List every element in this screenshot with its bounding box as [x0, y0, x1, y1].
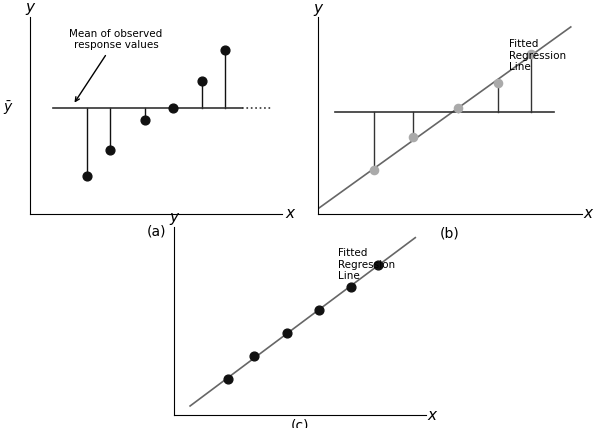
Text: Fitted
Regression
Line: Fitted Regression Line	[338, 248, 395, 281]
Point	[220, 47, 230, 54]
Text: x: x	[583, 206, 592, 222]
Text: x: x	[285, 206, 294, 222]
Point	[370, 167, 379, 174]
Point	[140, 117, 149, 124]
Point	[282, 330, 292, 337]
Point	[493, 79, 503, 86]
Point	[223, 376, 232, 383]
Point	[106, 147, 115, 154]
Point	[346, 284, 356, 291]
Text: (c): (c)	[291, 419, 309, 428]
Point	[527, 50, 536, 57]
Text: (a): (a)	[146, 224, 166, 238]
Text: x: x	[427, 407, 436, 423]
Text: Fitted
Regression
Line: Fitted Regression Line	[509, 39, 566, 72]
Point	[454, 104, 463, 111]
Text: y: y	[25, 0, 35, 15]
Point	[373, 261, 383, 268]
Text: y: y	[170, 210, 179, 225]
Point	[250, 353, 259, 360]
Point	[314, 307, 323, 314]
Point	[197, 77, 206, 84]
Text: $\bar{y}$: $\bar{y}$	[3, 99, 14, 117]
Text: (b): (b)	[440, 226, 460, 241]
Point	[169, 104, 178, 111]
Text: y: y	[314, 0, 323, 15]
Text: Mean of observed
response values: Mean of observed response values	[69, 29, 163, 101]
Point	[409, 133, 418, 140]
Point	[82, 173, 92, 180]
